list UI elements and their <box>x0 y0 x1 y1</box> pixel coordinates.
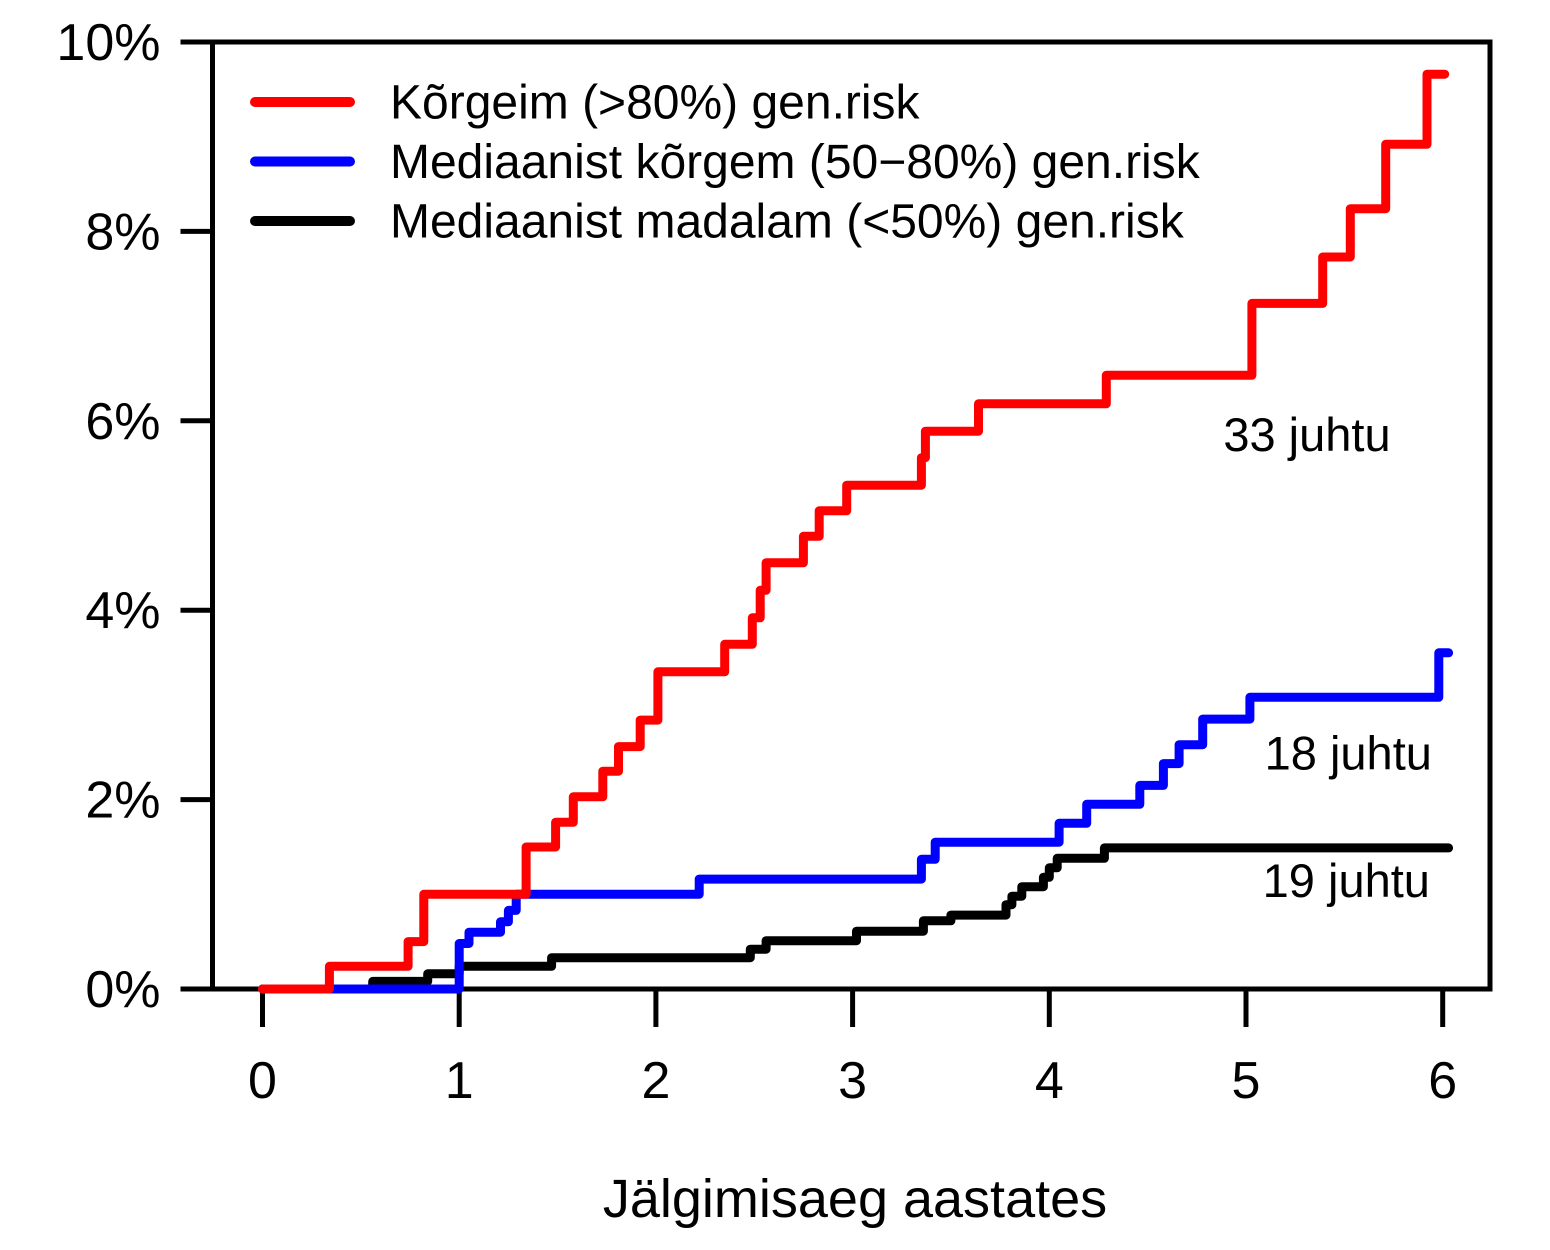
y-tick-label: 6% <box>85 393 160 451</box>
curve-high-risk <box>258 69 1450 994</box>
x-tick-label: 3 <box>838 1052 867 1110</box>
x-tick-label: 6 <box>1428 1052 1457 1110</box>
x-tick-label: 0 <box>248 1052 277 1110</box>
legend: Kõrgeim (>80%) gen.risk Mediaanist kõrge… <box>250 77 1201 249</box>
y-tick-label: 4% <box>85 582 160 640</box>
y-tick-label: 2% <box>85 772 160 830</box>
annotation-mid-risk-count: 18 juhtu <box>1265 726 1432 779</box>
y-tick-label: 8% <box>85 203 160 261</box>
x-axis: 0 1 2 3 4 5 6 <box>248 989 1457 1110</box>
y-tick-label: 0% <box>85 961 160 1019</box>
y-tick-label: 10% <box>56 14 160 72</box>
y-axis: 0% 2% 4% 6% 8% 10% <box>56 14 213 1019</box>
x-axis-title: Jälgimisaeg aastates <box>603 1169 1107 1229</box>
x-tick-label: 2 <box>641 1052 670 1110</box>
annotations: 33 juhtu 18 juhtu 19 juhtu <box>1223 408 1432 907</box>
x-tick-label: 1 <box>445 1052 474 1110</box>
legend-label-high-risk: Kõrgeim (>80%) gen.risk <box>390 77 921 130</box>
x-tick-label: 4 <box>1035 1052 1064 1110</box>
x-tick-label: 5 <box>1232 1052 1261 1110</box>
legend-label-mid-risk: Mediaanist kõrgem (50−80%) gen.risk <box>390 136 1201 189</box>
annotation-low-risk-count: 19 juhtu <box>1263 854 1430 907</box>
curve-mid-risk <box>258 648 1454 994</box>
legend-label-low-risk: Mediaanist madalam (<50%) gen.risk <box>390 196 1185 249</box>
curves <box>258 69 1454 994</box>
annotation-high-risk-count: 33 juhtu <box>1223 408 1390 461</box>
